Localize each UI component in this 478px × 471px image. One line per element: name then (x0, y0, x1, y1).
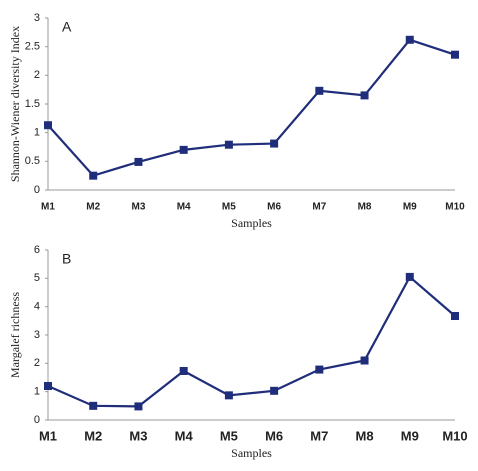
y-tick-label: 0 (34, 184, 40, 196)
x-axis-title: Samples (231, 446, 272, 460)
x-tick-label: M6 (267, 202, 281, 213)
x-tick-label: M3 (131, 202, 145, 213)
y-axis-title: Shannon-Wiener diversity Index (8, 26, 22, 182)
x-tick-label: M4 (175, 428, 194, 443)
x-tick-label: M5 (220, 428, 238, 443)
y-tick-label: 1 (34, 386, 40, 398)
data-point (224, 140, 233, 149)
x-tick-label: M4 (177, 202, 191, 213)
data-point (44, 121, 52, 130)
x-tick-label: M2 (86, 202, 100, 213)
panel-label: A (62, 19, 72, 35)
x-tick-label: M8 (356, 428, 374, 443)
data-point (134, 157, 143, 166)
y-tick-label: 0.5 (25, 155, 40, 167)
y-tick-label: 6 (34, 244, 40, 256)
x-tick-label: M7 (310, 428, 328, 443)
x-tick-label: M8 (358, 202, 372, 213)
data-point (360, 91, 369, 100)
data-point (315, 86, 324, 95)
x-tick-label: M9 (401, 428, 419, 443)
y-tick-label: 2 (34, 69, 40, 81)
x-tick-label: M10 (442, 428, 467, 443)
data-point (451, 312, 459, 321)
y-tick-label: 4 (34, 301, 40, 313)
data-point (360, 356, 369, 365)
data-point (179, 366, 188, 375)
data-point (270, 386, 279, 395)
y-tick-label: 3 (34, 329, 40, 341)
x-tick-label: M6 (265, 428, 283, 443)
data-point (89, 171, 98, 180)
x-axis-title: Samples (231, 216, 272, 230)
data-point (315, 365, 324, 374)
data-line (47, 38, 456, 177)
data-point (270, 139, 279, 148)
y-tick-label: 2.5 (25, 41, 40, 53)
data-line (47, 275, 456, 408)
y-tick-label: 0 (34, 414, 40, 426)
data-point (405, 272, 414, 281)
x-tick-label: M1 (39, 428, 57, 443)
x-tick-label: M10 (445, 202, 465, 213)
x-tick-label: M2 (84, 428, 102, 443)
data-point (405, 35, 414, 44)
y-axis-title: Margalef richness (8, 292, 22, 378)
y-tick-label: 2 (34, 357, 40, 369)
data-point (224, 391, 233, 400)
data-point (179, 145, 188, 154)
data-point (44, 382, 52, 390)
x-tick-label: M9 (403, 202, 417, 213)
x-tick-label: M1 (41, 202, 55, 213)
y-tick-label: 1.5 (25, 98, 40, 110)
y-tick-label: 5 (34, 272, 40, 284)
x-tick-label: M3 (129, 428, 147, 443)
y-tick-label: 3 (34, 12, 40, 24)
data-point (451, 50, 459, 59)
x-tick-label: M7 (312, 202, 326, 213)
data-point (89, 401, 98, 410)
data-point (134, 402, 143, 411)
y-tick-label: 1 (34, 127, 40, 139)
panel-label: B (62, 251, 71, 267)
x-tick-label: M5 (222, 202, 236, 213)
